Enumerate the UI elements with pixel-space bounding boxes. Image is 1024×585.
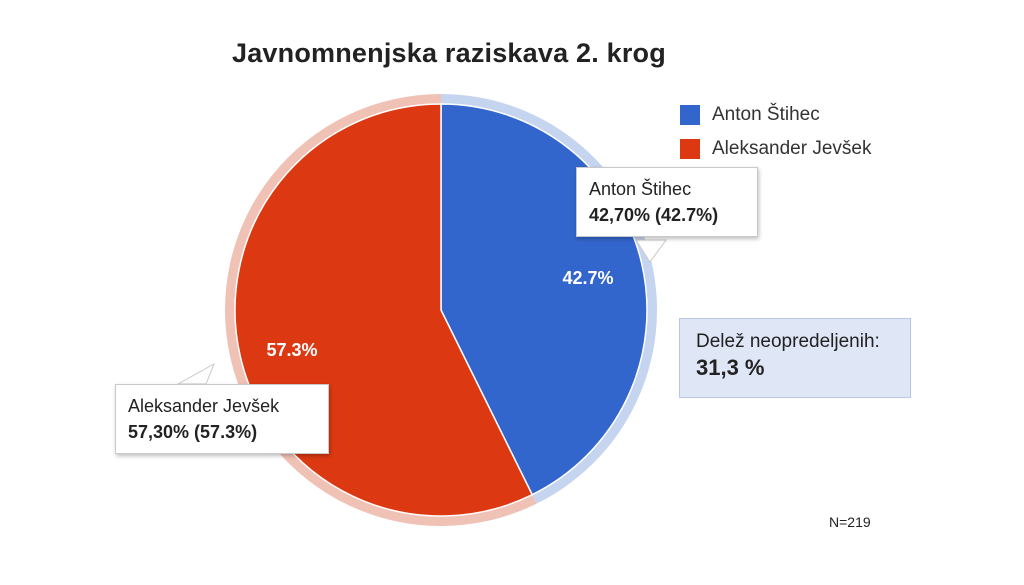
legend-label-jevsek: Aleksander Jevšek [712, 138, 872, 159]
sample-size-note: N=219 [829, 514, 871, 530]
tooltip-pointer-jevsek [176, 362, 215, 385]
legend-item-jevsek[interactable]: Aleksander Jevšek [680, 132, 871, 166]
undecided-share-value: 31,3 % [696, 355, 765, 380]
legend-item-stihec[interactable]: Anton Štihec [680, 98, 871, 132]
slice-labels: 42.7% 57.3% [266, 268, 613, 360]
tooltip-name-jevsek: Aleksander Jevšek [128, 396, 280, 416]
pie-slices [234, 103, 648, 517]
chart-title: Javnomnenjska raziskava 2. krog [232, 38, 666, 68]
legend: Anton Štihec Aleksander Jevšek [680, 98, 871, 166]
tooltip-pointer-stihec [635, 239, 667, 263]
legend-swatch-jevsek [680, 139, 700, 159]
slice-label-stihec: 42.7% [562, 268, 613, 288]
slice-label-jevsek: 57.3% [266, 340, 317, 360]
undecided-share-box: Delež neopredeljenih: 31,3 % [679, 318, 911, 398]
legend-swatch-stihec [680, 105, 700, 125]
tooltip-name-stihec: Anton Štihec [589, 179, 692, 199]
tooltip-value-stihec: 42,70% (42.7%) [589, 205, 719, 225]
tooltip-pointers [176, 239, 667, 385]
tooltip-jevsek: Aleksander Jevšek 57,30% (57.3%) [115, 384, 329, 454]
legend-label-stihec: Anton Štihec [712, 104, 820, 125]
tooltip-value-jevsek: 57,30% (57.3%) [128, 422, 258, 442]
tooltip-stihec: Anton Štihec 42,70% (42.7%) [576, 167, 758, 237]
undecided-share-label: Delež neopredeljenih: [696, 331, 880, 352]
